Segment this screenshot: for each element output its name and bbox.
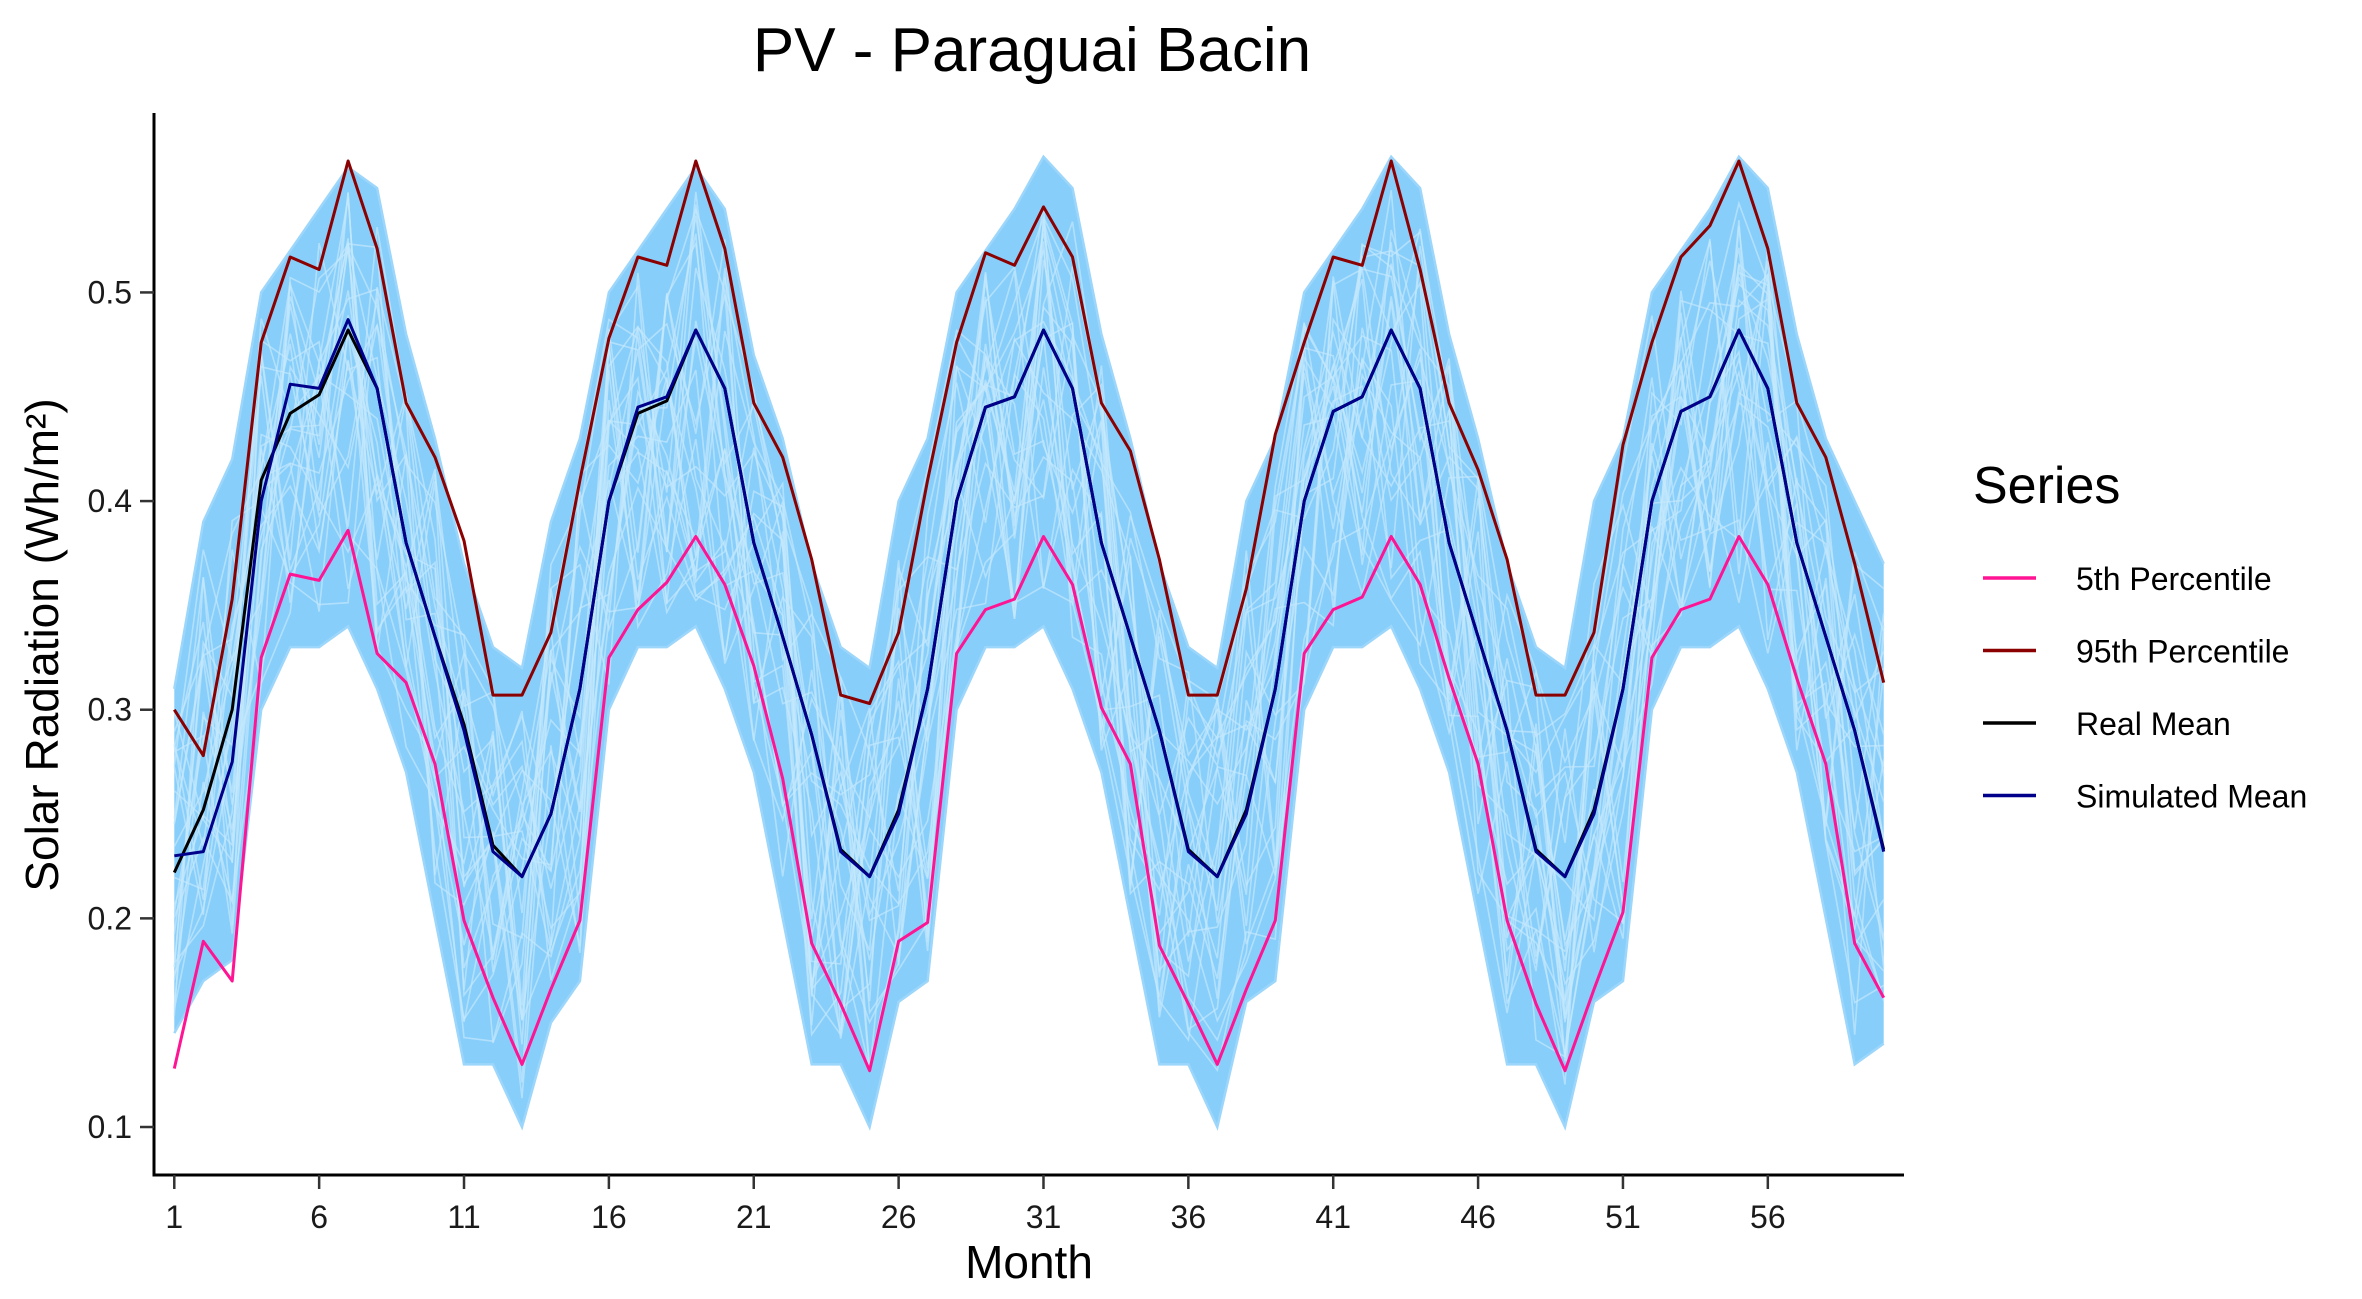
x-tick-label: 6	[310, 1199, 328, 1235]
simulation-trace	[173, 215, 1885, 1070]
simulation-trace	[173, 238, 1885, 1045]
y-tick-label: 0.2	[88, 900, 132, 936]
x-tick-label: 46	[1460, 1199, 1496, 1235]
x-tick-label: 26	[881, 1199, 917, 1235]
simulation-upper-edge	[173, 154, 1885, 690]
series-line-simulated-mean	[174, 318, 1886, 879]
chart-title: PV - Paraguai Bacin	[753, 16, 1311, 85]
legend-title: Series	[1973, 457, 2120, 515]
legend-label: 5th Percentile	[2076, 561, 2272, 597]
series-line-95th-percentile	[173, 159, 1886, 758]
y-tick-label: 0.1	[88, 1109, 132, 1145]
series-line-5th-percentile	[172, 528, 1886, 1073]
simulation-lines	[173, 154, 1885, 1131]
simulation-band	[174, 156, 1884, 1128]
x-tick-label: 56	[1750, 1199, 1786, 1235]
simulation-trace	[173, 191, 1885, 1055]
simulation-trace	[173, 198, 1885, 1022]
simulation-trace	[173, 226, 1885, 1037]
x-tick-label: 51	[1605, 1199, 1641, 1235]
x-tick-label: 41	[1315, 1199, 1351, 1235]
y-tick-label: 0.5	[88, 274, 132, 310]
series-lines	[172, 159, 1886, 1073]
y-axis-ticks: 0.1 0.2 0.3 0.4 0.5	[88, 274, 154, 1145]
x-axis-title: Month	[965, 1236, 1093, 1288]
simulation-envelope	[174, 156, 1884, 1128]
x-tick-label: 31	[1026, 1199, 1062, 1235]
legend: Series 5th Percentile 95th Percentile Real…	[1973, 457, 2307, 815]
legend-label: 95th Percentile	[2076, 634, 2289, 670]
x-axis-ticks: 1 6 11 16 21 26 31 36 41 46 51 56	[165, 1175, 1786, 1235]
simulation-trace	[173, 204, 1885, 1021]
simulation-lower-edge	[173, 624, 1885, 1131]
y-tick-label: 0.3	[88, 692, 132, 728]
x-tick-label: 11	[447, 1199, 480, 1235]
x-tick-label: 36	[1171, 1199, 1207, 1235]
legend-label: Real Mean	[2076, 706, 2231, 742]
legend-label: Simulated Mean	[2076, 779, 2307, 815]
simulation-trace	[173, 200, 1885, 1062]
simulation-trace	[173, 220, 1885, 1019]
simulation-trace	[173, 207, 1885, 1085]
x-tick-label: 1	[165, 1199, 183, 1235]
x-tick-label: 21	[736, 1199, 772, 1235]
simulation-trace	[173, 250, 1885, 1099]
y-tick-label: 0.4	[88, 483, 132, 519]
x-tick-label: 16	[591, 1199, 627, 1235]
y-axis-title: Solar Radiation (Wh/m²)	[16, 398, 68, 891]
